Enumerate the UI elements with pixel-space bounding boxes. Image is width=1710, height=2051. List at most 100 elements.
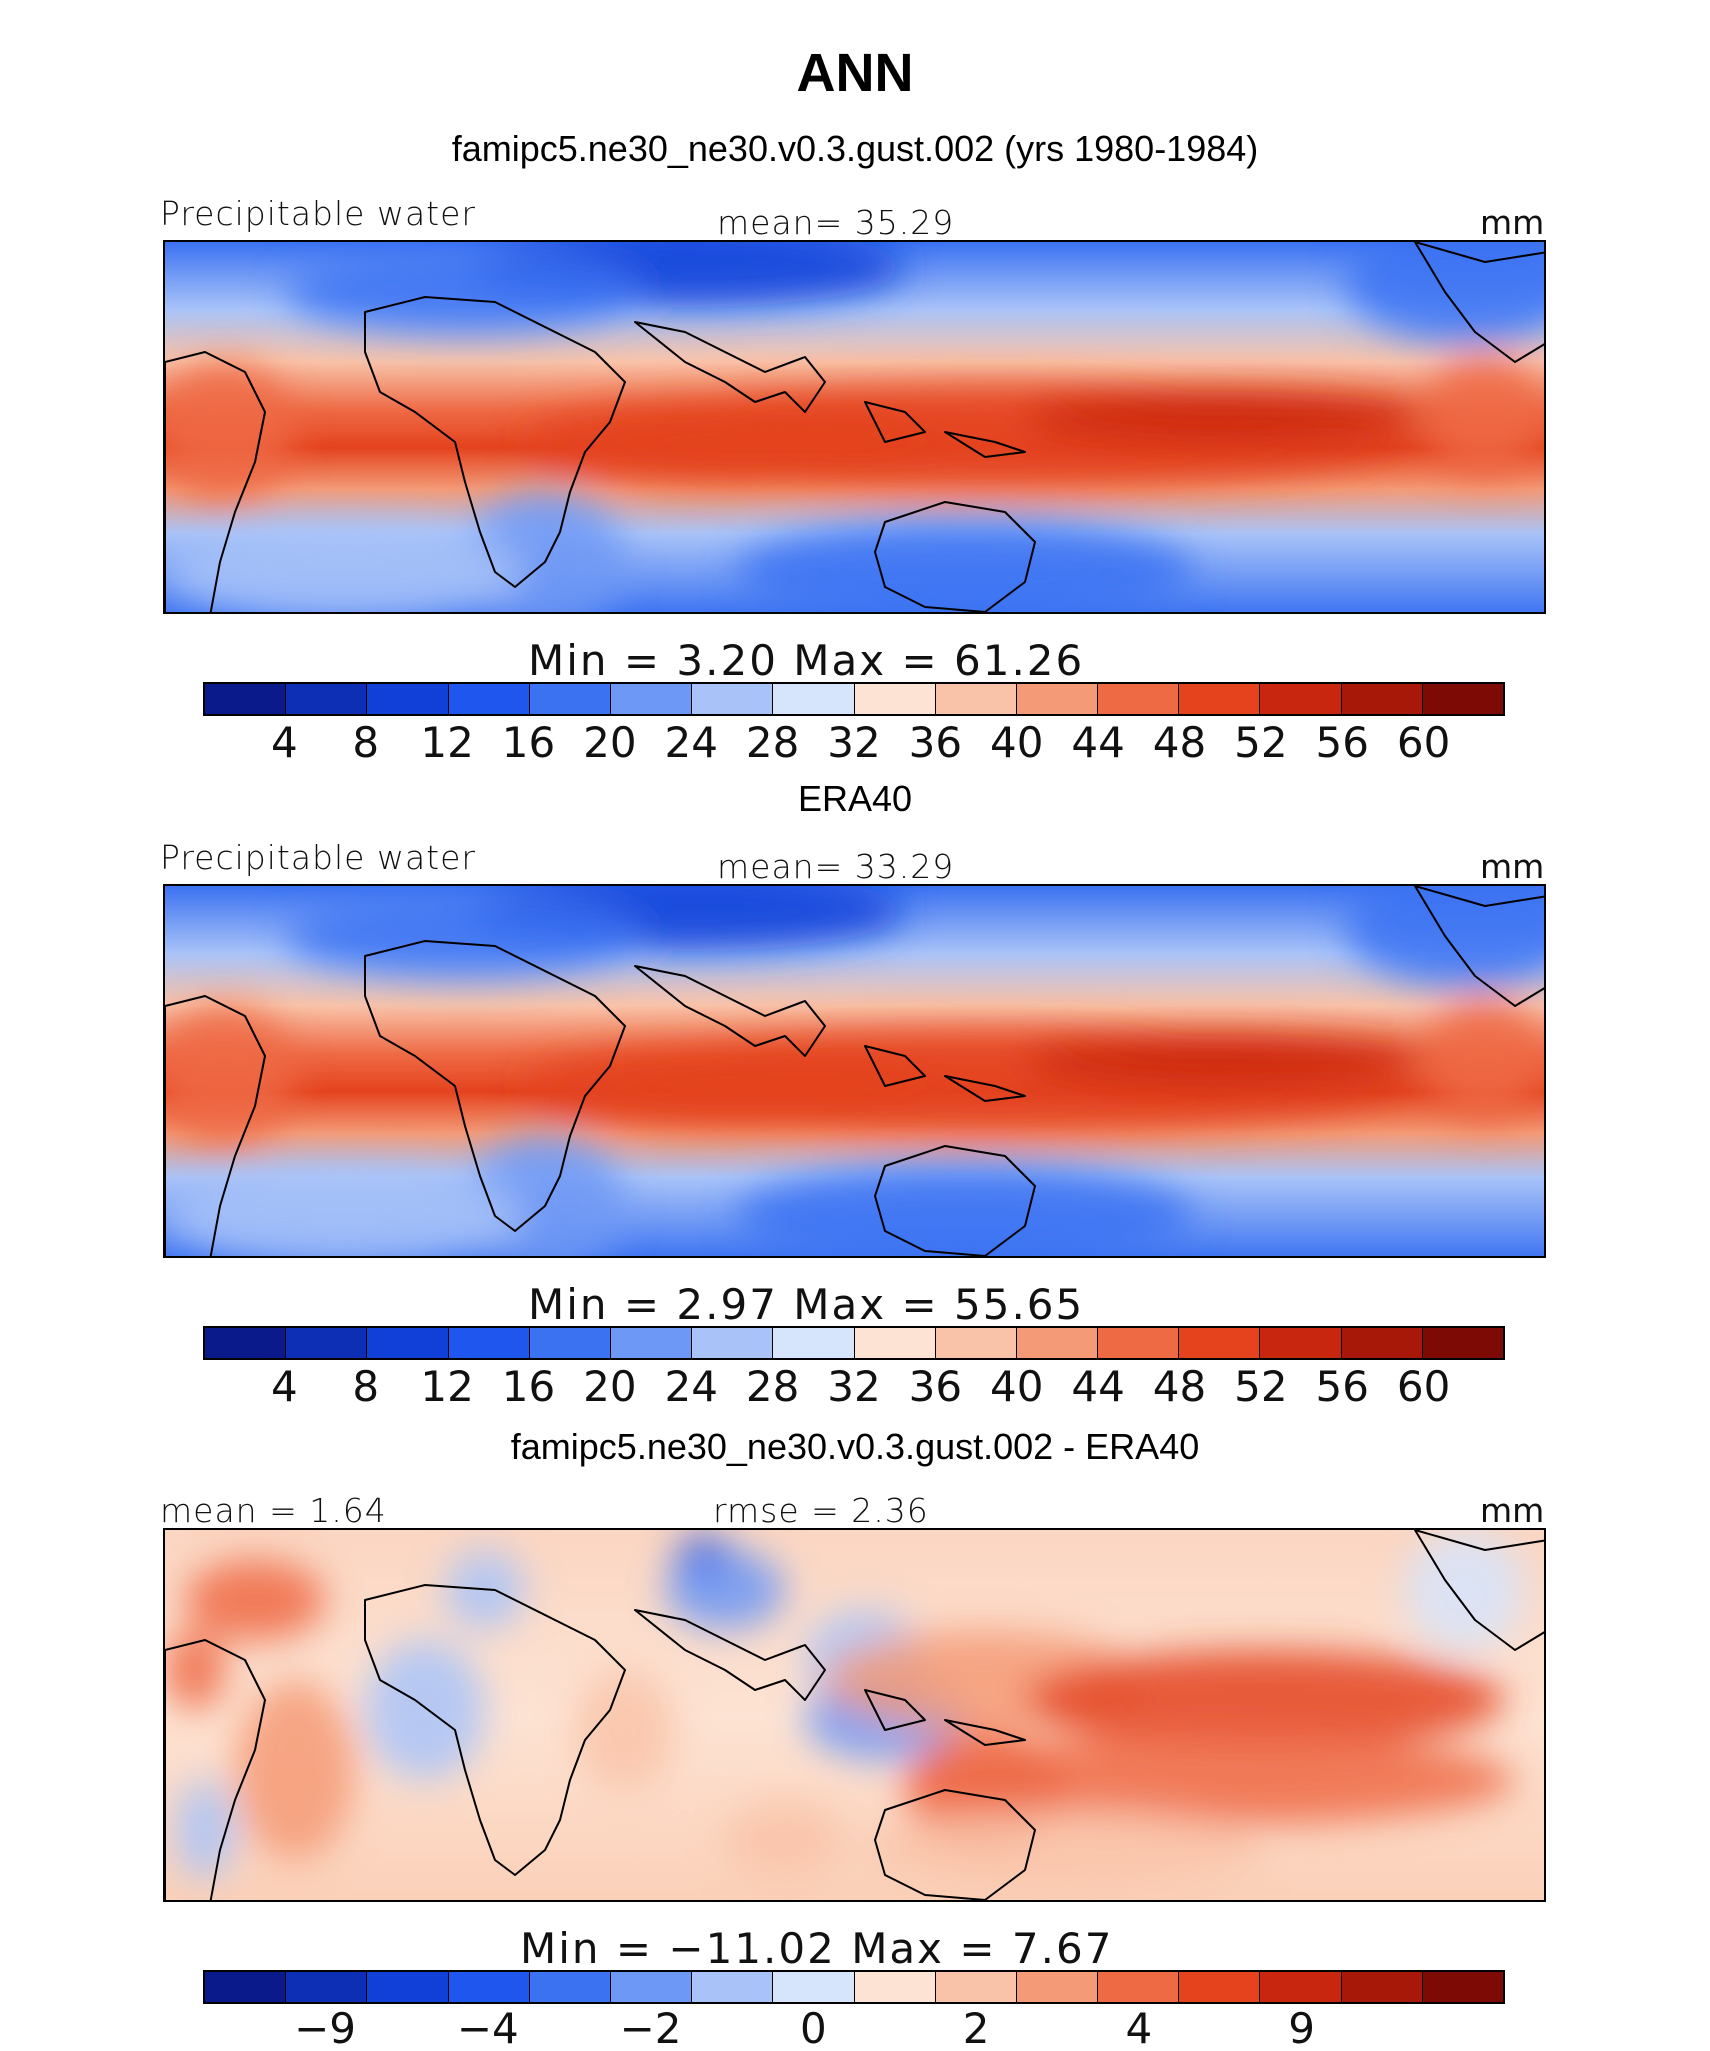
colorbar-swatch [1341,1972,1423,2002]
colorbar-swatch [529,1328,611,1358]
colorbar-tick-label: 9 [1288,2004,1315,2051]
colorbar-tick-label: 16 [501,1362,556,1411]
colorbar-swatch [286,1972,368,2002]
colorbar-tick-label: 20 [583,1362,637,1411]
colorbar-swatch [773,684,855,714]
colorbar-tick-label: 24 [664,718,718,767]
panel3-colorbar-ticks: −9 −4 −2 0 2 4 9 [0,2004,1710,2051]
panel1-colorbar [203,682,1505,716]
panel1-map [163,240,1546,614]
colorbar-swatch [448,1328,530,1358]
colorbar-swatch [286,684,368,714]
colorbar-tick-label: 4 [271,1362,298,1411]
colorbar-tick-label: 36 [908,718,963,767]
panel2-units: mm [1480,847,1545,886]
panel2-title: ERA40 [797,778,913,819]
colorbar-swatch [1260,1972,1342,2002]
colorbar-tick-label: 44 [1071,718,1125,767]
colorbar-tick-label: 28 [745,718,800,767]
colorbar-swatch [1016,1972,1099,2002]
colorbar-swatch [1260,684,1342,714]
colorbar-tick-label: 20 [583,718,637,767]
colorbar-swatch [286,1328,368,1358]
colorbar-swatch [1422,1328,1503,1358]
colorbar-swatch [367,1328,449,1358]
colorbar-tick-label: 48 [1152,718,1207,767]
colorbar-swatch [1098,1972,1180,2002]
colorbar-tick-label: 8 [352,1362,380,1411]
colorbar-swatch [448,684,530,714]
colorbar-tick-label: 40 [990,1362,1044,1411]
colorbar-swatch [1016,1328,1099,1358]
colorbar-swatch [854,1972,936,2002]
colorbar-tick-label: 24 [664,1362,718,1411]
colorbar-swatch [854,1328,936,1358]
panel1-left-label: Precipitable water [160,194,476,233]
panel3-minmax: Min = −11.02 Max = 7.67 [520,1924,1114,1973]
panel3-colorbar [203,1970,1505,2004]
colorbar-tick-label: 60 [1396,718,1451,767]
colorbar-swatch [773,1972,855,2002]
colorbar-tick-label: −4 [456,2004,519,2051]
panel3-mean-label: mean = 1.64 [160,1491,387,1530]
colorbar-tick-label: 12 [420,1362,474,1411]
panel2-left-label: Precipitable water [160,838,476,877]
colorbar-swatch [854,684,936,714]
colorbar-tick-label: 52 [1234,718,1288,767]
colorbar-swatch [1422,1972,1503,2002]
colorbar-swatch [1260,1328,1342,1358]
colorbar-swatch [205,684,287,714]
colorbar-swatch [367,1972,449,2002]
colorbar-tick-label: 0 [799,2004,827,2051]
panel2-minmax: Min = 2.97 Max = 55.65 [528,1280,1085,1329]
colorbar-swatch [1341,1328,1423,1358]
colorbar-swatch [1098,1328,1180,1358]
colorbar-tick-label: 32 [827,1362,881,1411]
colorbar-swatch [692,1972,774,2002]
colorbar-tick-label: 4 [1125,2004,1153,2051]
colorbar-swatch [1016,684,1099,714]
colorbar-swatch [1179,1972,1261,2002]
colorbar-tick-label: 56 [1315,1362,1369,1411]
colorbar-tick-label: 60 [1396,1362,1451,1411]
colorbar-tick-label: 48 [1152,1362,1207,1411]
colorbar-tick-label: 4 [271,718,298,767]
panel2-map [163,884,1546,1258]
colorbar-tick-label: 40 [990,718,1044,767]
colorbar-swatch [610,684,693,714]
figure-title: ANN [796,43,914,103]
colorbar-tick-label: 36 [908,1362,963,1411]
panel2-mean-label: mean= 33.29 [717,847,955,886]
colorbar-swatch [529,684,611,714]
colorbar-tick-label: 44 [1071,1362,1125,1411]
colorbar-swatch [692,1328,774,1358]
colorbar-swatch [1422,684,1503,714]
colorbar-swatch [610,1972,693,2002]
colorbar-swatch [1341,684,1423,714]
colorbar-tick-label: 52 [1234,1362,1288,1411]
panel1-mean-label: mean= 35.29 [717,203,955,242]
colorbar-tick-label: 56 [1315,718,1369,767]
panel2-colorbar [203,1326,1505,1360]
panel1-colorbar-ticks: 4 8 12 16 20 24 28 32 36 40 44 48 52 56 60 [0,718,1710,768]
obs-heatmap [165,886,1544,1256]
colorbar-swatch [367,684,449,714]
colorbar-swatch [1179,684,1261,714]
panel3-rmse-label: rmse = 2.36 [713,1491,929,1530]
colorbar-swatch [205,1328,287,1358]
colorbar-tick-label: 8 [352,718,380,767]
colorbar-tick-label: 28 [745,1362,800,1411]
colorbar-swatch [529,1972,611,2002]
colorbar-swatch [1098,684,1180,714]
colorbar-swatch [448,1972,530,2002]
panel3-map [163,1528,1546,1902]
colorbar-swatch [773,1328,855,1358]
model-heatmap [165,242,1544,612]
colorbar-swatch [692,684,774,714]
colorbar-swatch [935,684,1017,714]
colorbar-tick-label: 32 [827,718,881,767]
diff-heatmap [165,1530,1544,1900]
colorbar-tick-label: −9 [294,2004,357,2051]
colorbar-swatch [610,1328,693,1358]
